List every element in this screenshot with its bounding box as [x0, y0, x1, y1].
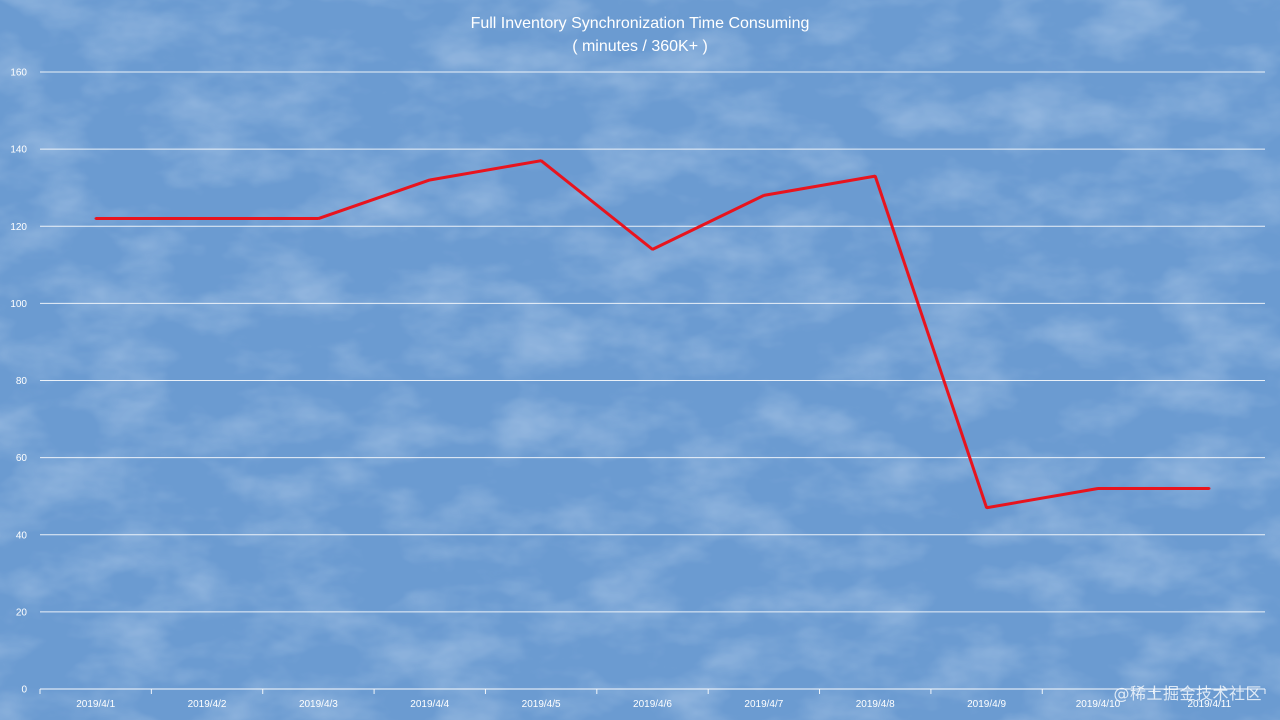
data-point: [1208, 487, 1211, 490]
data-point: [651, 248, 654, 251]
line-segment: [763, 174, 876, 197]
data-point: [874, 174, 877, 178]
chart-title: Full Inventory Synchronization Time Cons…: [471, 15, 810, 32]
x-tick-label: 2019/4/2: [188, 699, 227, 710]
data-point: [94, 217, 97, 220]
y-tick-label: 20: [16, 607, 28, 618]
x-tick-label: 2019/4/8: [856, 699, 895, 710]
line-segment: [317, 178, 431, 220]
x-tick-label: 2019/4/4: [410, 699, 449, 710]
chart-subtitle: ( minutes / 360K+ ): [572, 38, 708, 55]
x-tick-label: 2019/4/3: [299, 699, 338, 710]
data-point: [205, 217, 209, 220]
x-tick-label: 2019/4/5: [522, 699, 561, 710]
line-segment: [540, 159, 654, 251]
y-tick-label: 120: [10, 222, 27, 233]
y-tick-label: 60: [16, 453, 28, 464]
y-axis: 0 20 40 60 80 100 120 140 160: [10, 68, 27, 696]
x-tick-label: 2019/4/6: [633, 699, 672, 710]
y-tick-label: 160: [10, 68, 27, 79]
x-axis: 2019/4/1 2019/4/2 2019/4/3 2019/4/4 2019/4/5…: [39, 689, 1266, 710]
y-tick-label: 40: [16, 530, 28, 541]
y-tick-label: 0: [21, 685, 27, 696]
data-point: [317, 217, 320, 220]
line-segment: [651, 194, 765, 251]
data-point: [985, 506, 988, 509]
data-point: [1096, 487, 1100, 490]
y-tick-label: 140: [10, 145, 27, 156]
x-tick-label: 2019/4/10: [1076, 699, 1121, 710]
data-series: [94, 159, 1211, 510]
x-tick-label: 2019/4/7: [744, 699, 783, 710]
x-tick-label: 2019/4/11: [1187, 699, 1231, 710]
x-tick-label: 2019/4/9: [967, 699, 1006, 710]
x-tick-label: 2019/4/1: [76, 699, 115, 710]
data-point: [539, 159, 543, 162]
line-segment: [429, 159, 542, 182]
y-tick-label: 100: [10, 299, 27, 310]
watermark: @稀土掘金技术社区: [1113, 684, 1262, 703]
data-point: [428, 178, 431, 182]
line-segment: [873, 175, 989, 509]
data-point: [762, 194, 766, 197]
y-tick-label: 80: [16, 376, 28, 387]
gridlines: [40, 71, 1265, 690]
line-segment: [986, 486, 1099, 510]
